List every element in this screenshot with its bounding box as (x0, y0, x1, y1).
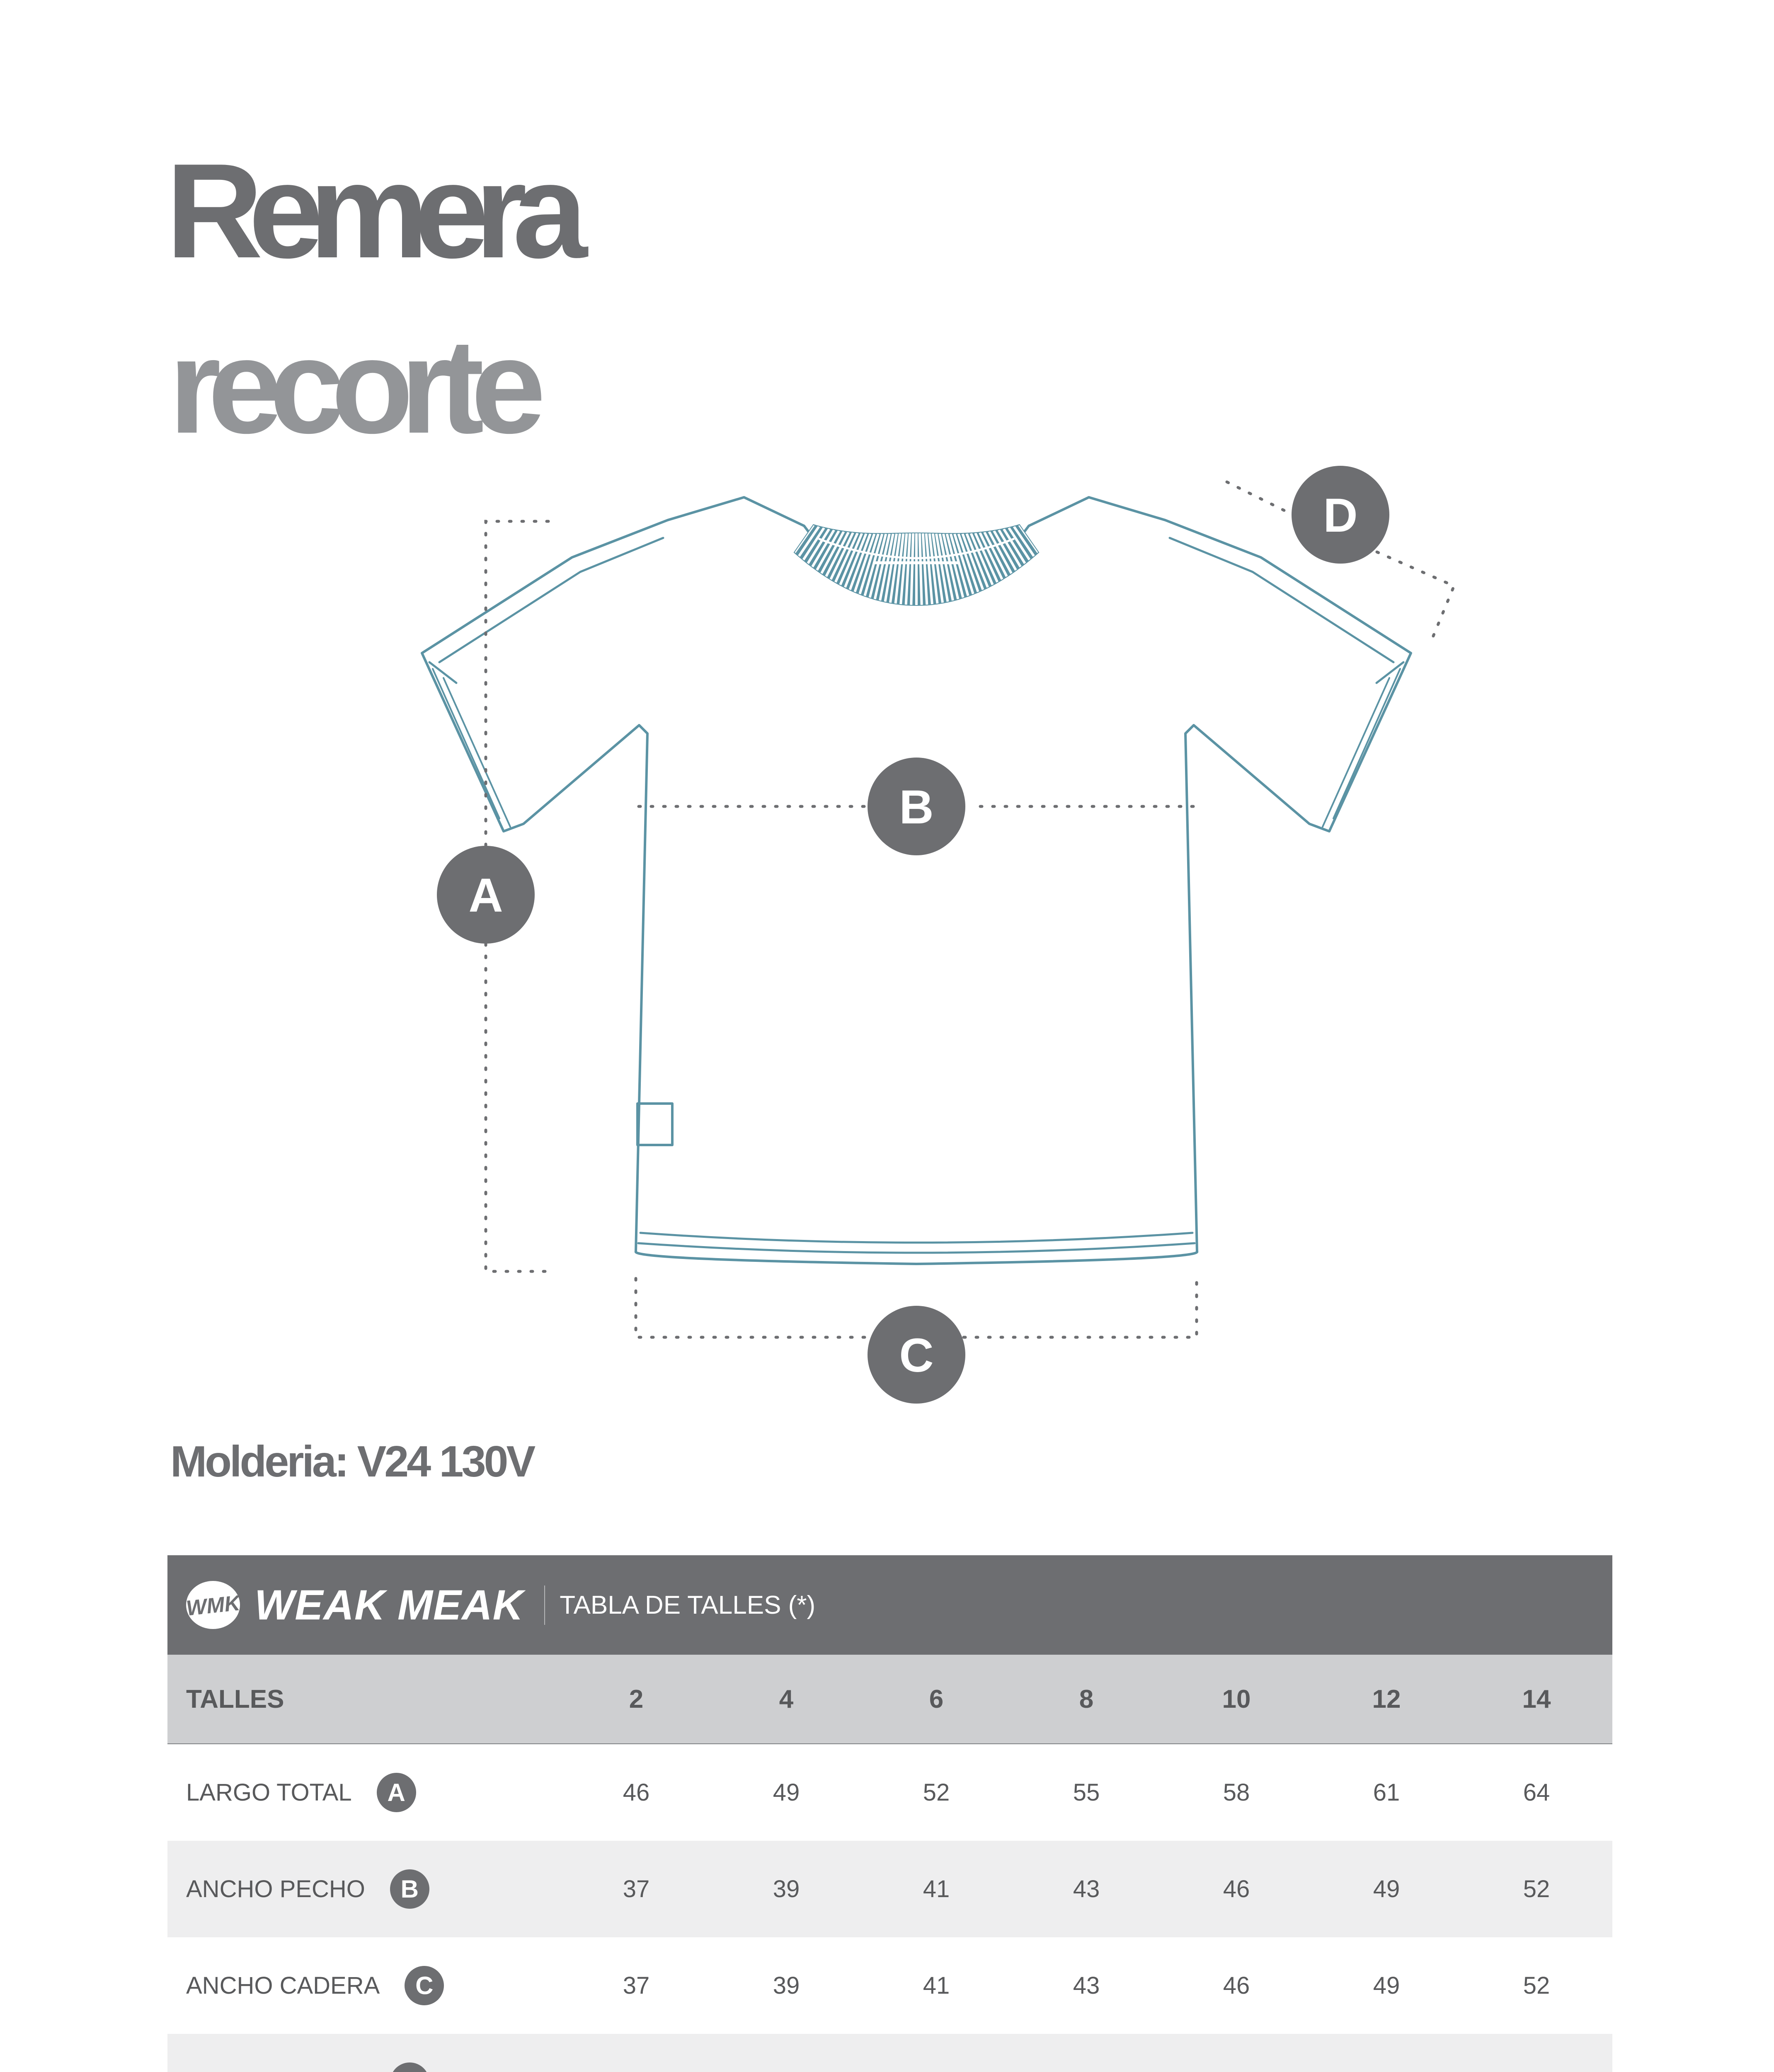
svg-text:B: B (899, 781, 933, 834)
svg-text:C: C (899, 1329, 933, 1382)
svg-text:A: A (468, 869, 503, 922)
svg-text:D: D (1323, 489, 1357, 542)
